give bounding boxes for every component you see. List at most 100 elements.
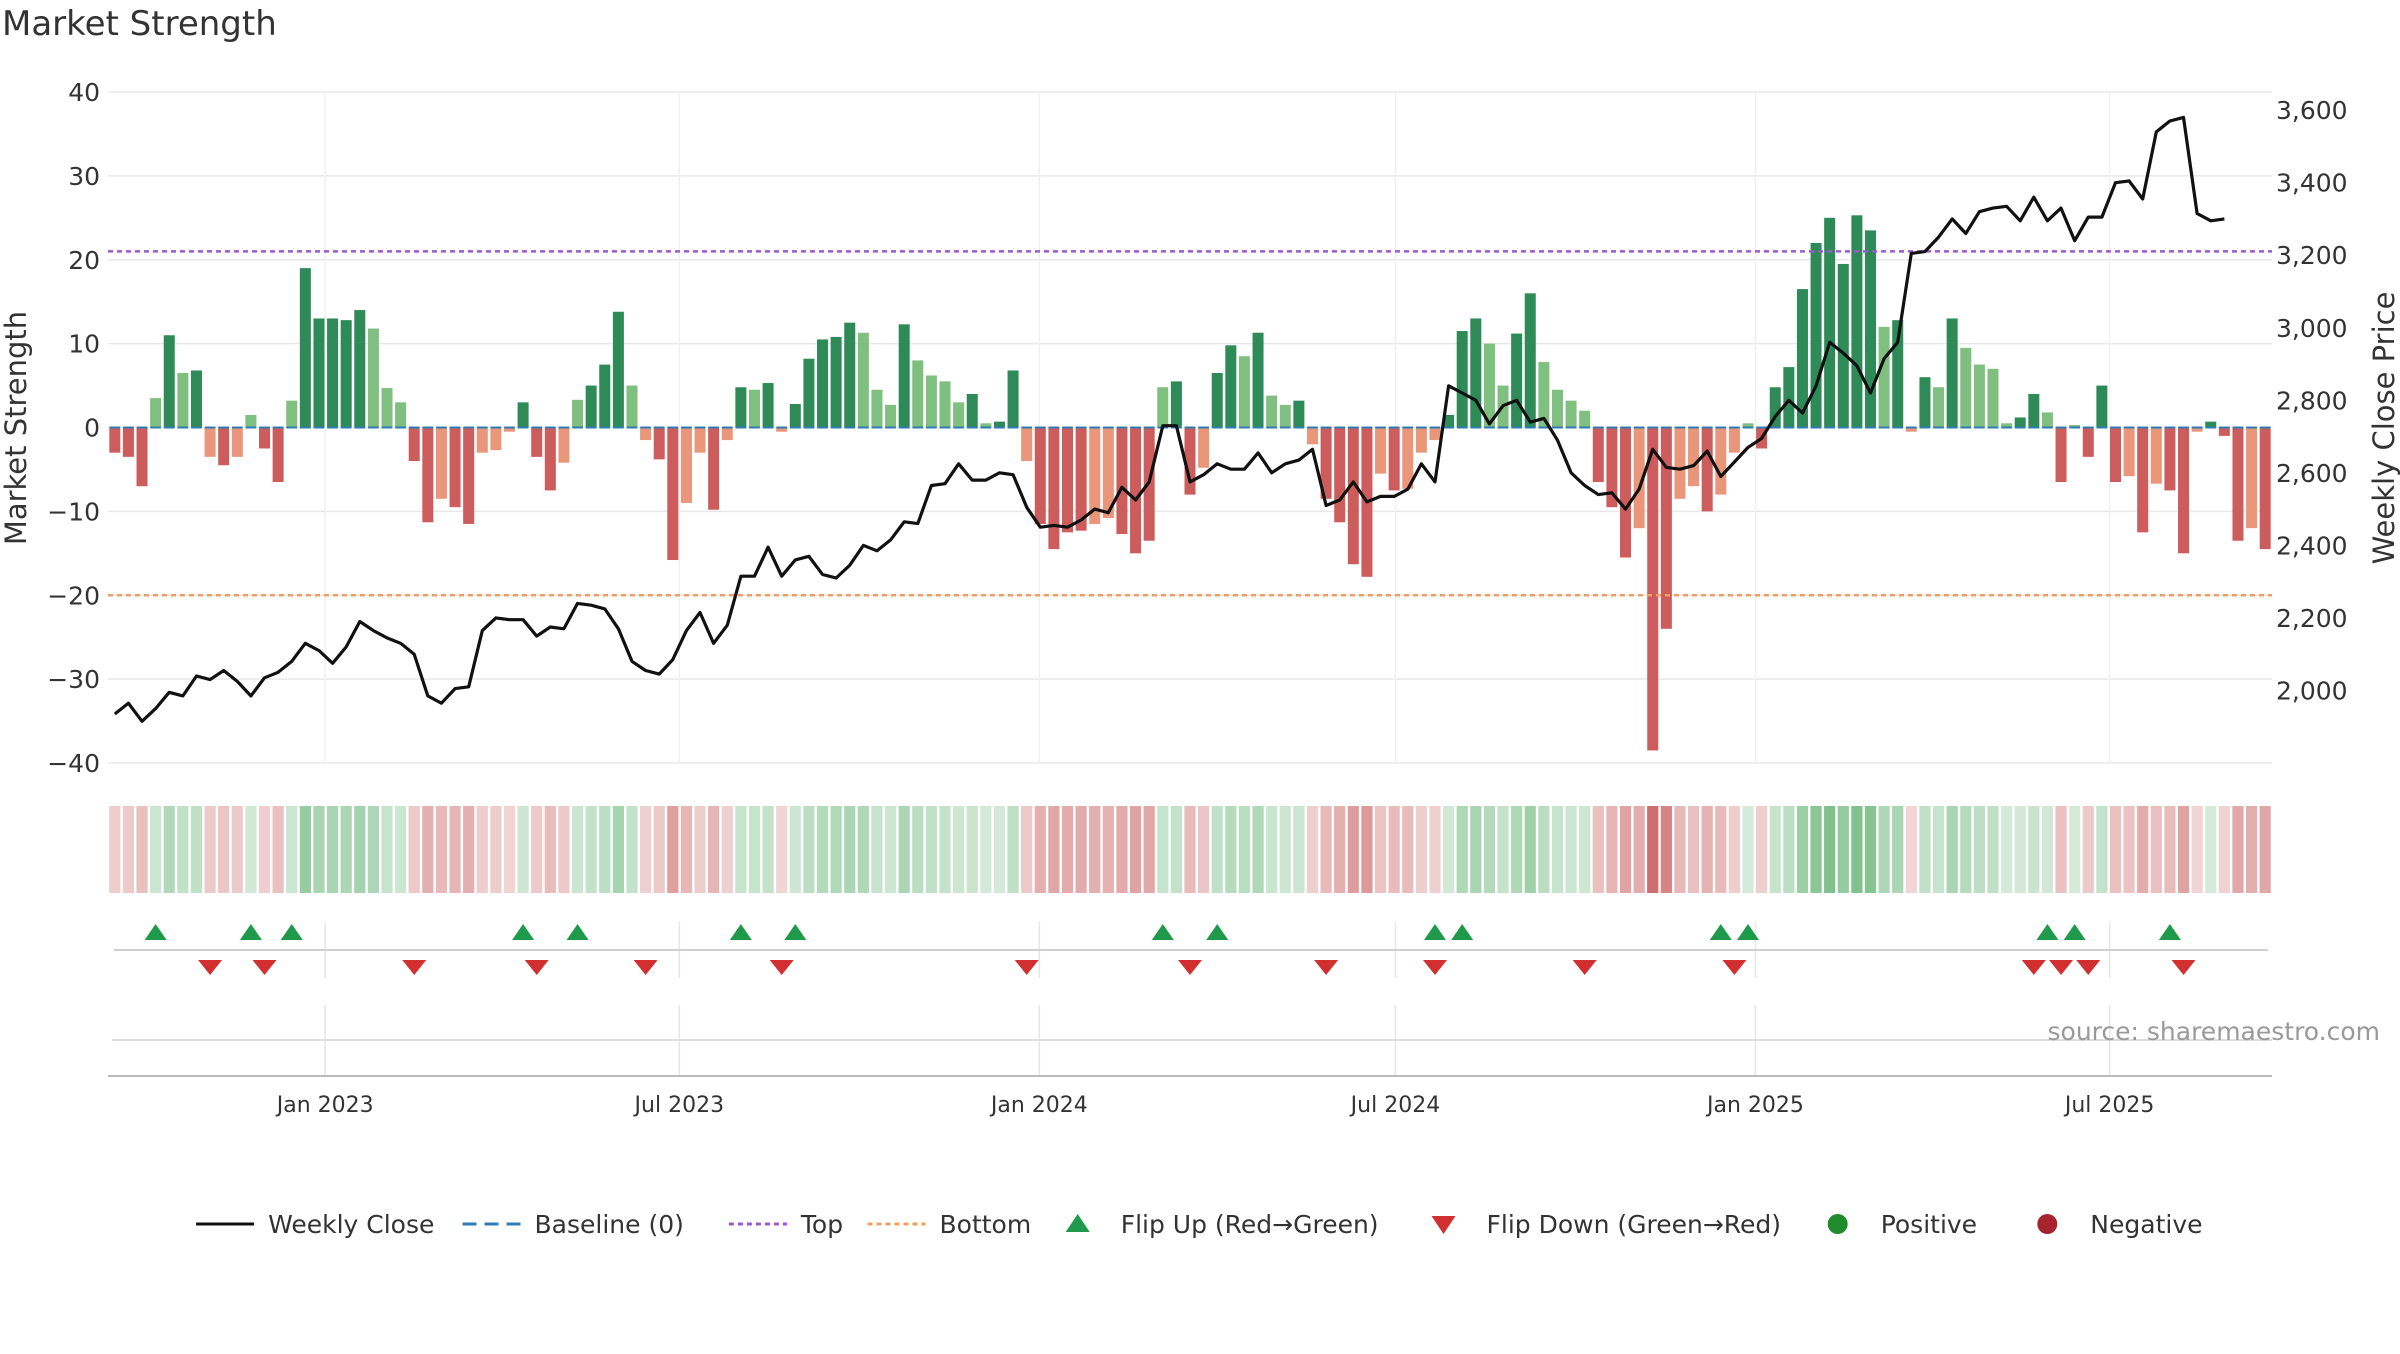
- heat-cell: [1442, 806, 1455, 893]
- strength-bar: [2096, 385, 2108, 428]
- flip-down-marker: [2076, 960, 2101, 975]
- heat-cell: [381, 806, 393, 893]
- y2-axis-title: Weekly Close Price: [2367, 292, 2400, 565]
- heat-cell: [1225, 806, 1237, 893]
- heat-cell: [639, 806, 652, 893]
- flip-up-marker: [566, 924, 589, 940]
- heat-cell: [1728, 806, 1741, 893]
- strength-bar: [980, 423, 992, 428]
- heat-cell: [340, 806, 352, 893]
- heat-cell: [367, 806, 380, 893]
- heat-cell: [490, 806, 502, 893]
- strength-bar: [1701, 427, 1713, 512]
- heat-cell: [1116, 806, 1128, 893]
- flip-down-marker: [1422, 960, 1447, 975]
- strength-bar: [1102, 427, 1114, 519]
- legend-label: Bottom: [940, 1210, 1032, 1239]
- strength-bar: [2259, 427, 2271, 550]
- flip-up-marker: [1423, 924, 1446, 940]
- strength-bar: [694, 427, 706, 453]
- flip-down-marker: [2021, 960, 2046, 975]
- strength-bar: [667, 427, 679, 561]
- strength-bar: [2082, 427, 2094, 457]
- strength-bar: [830, 336, 842, 428]
- heat-cell: [286, 806, 298, 893]
- heat-cell: [1388, 806, 1400, 893]
- heat-cell: [748, 806, 761, 893]
- strength-bar: [1429, 427, 1441, 441]
- heat-cell: [585, 806, 597, 893]
- strength-bar: [1851, 215, 1863, 428]
- heat-cell: [354, 806, 366, 893]
- legend-item: Negative: [2037, 1210, 2203, 1239]
- heat-cell: [1796, 806, 1809, 893]
- strength-bar: [1225, 345, 1237, 428]
- strength-bar: [2014, 417, 2026, 428]
- strength-bar: [544, 427, 556, 491]
- heat-cell: [1946, 806, 1958, 893]
- heat-cell: [1619, 806, 1632, 893]
- y2-tick-label: 2,600: [2276, 459, 2348, 488]
- strength-bar: [531, 427, 543, 457]
- strength-bar: [435, 427, 447, 499]
- strength-bar: [490, 427, 502, 451]
- heat-cell: [844, 806, 856, 893]
- strength-bar: [585, 385, 597, 428]
- heat-cell: [2137, 806, 2149, 893]
- strength-bar: [1742, 423, 1754, 428]
- strength-bar: [993, 421, 1005, 428]
- heat-cell: [1715, 806, 1727, 893]
- heat-cell: [599, 806, 611, 893]
- heat-cell: [2150, 806, 2162, 893]
- strength-bar: [653, 427, 665, 460]
- heat-cell: [2259, 806, 2271, 893]
- strength-bar: [408, 427, 420, 462]
- strength-bar: [599, 364, 611, 428]
- legend-item: Flip Down (Green→Red): [1431, 1210, 1781, 1239]
- flip-up-marker: [1206, 924, 1229, 940]
- flip-up-marker: [729, 924, 752, 940]
- legend-item: Flip Up (Red→Green): [1065, 1210, 1379, 1239]
- heat-cell: [2245, 806, 2258, 893]
- strength-bar: [367, 328, 379, 428]
- strength-bar: [1674, 427, 1686, 499]
- heat-cell: [2205, 806, 2217, 893]
- strength-bar: [966, 393, 978, 428]
- strength-bar: [1633, 427, 1645, 529]
- strength-bar: [2246, 427, 2258, 529]
- flip-down-marker: [402, 960, 427, 975]
- strength-bar: [1443, 414, 1455, 428]
- strength-bar: [395, 402, 407, 428]
- heat-cell: [1266, 806, 1278, 893]
- heat-cell: [1647, 806, 1659, 893]
- heat-cell: [1606, 806, 1618, 893]
- strength-bar: [1769, 387, 1781, 428]
- legend-label: Baseline (0): [535, 1210, 684, 1239]
- strength-bar: [1565, 400, 1577, 428]
- flip-up-marker: [2036, 924, 2059, 940]
- strength-bar: [857, 332, 869, 428]
- strength-bar: [1796, 289, 1808, 428]
- flip-down-marker: [524, 960, 549, 975]
- heat-cell: [1334, 806, 1346, 893]
- strength-bar: [680, 427, 692, 503]
- x-tick-label: Jul 2023: [633, 1093, 725, 1118]
- strength-bar: [1334, 427, 1346, 523]
- heat-cell: [1960, 806, 1972, 893]
- strength-bar: [558, 427, 570, 463]
- strength-bar: [640, 427, 652, 441]
- strength-bar: [1415, 427, 1427, 453]
- heat-cell: [1061, 806, 1074, 893]
- heat-cell: [503, 806, 516, 893]
- heat-cell: [735, 806, 747, 893]
- strength-bar: [1824, 217, 1836, 428]
- heat-cell: [980, 806, 992, 893]
- strength-bar: [1810, 242, 1822, 428]
- heat-cell: [2000, 806, 2013, 893]
- strength-bar: [381, 388, 393, 428]
- strength-bar: [1007, 370, 1019, 428]
- heat-cell: [871, 806, 883, 893]
- heat-cell: [395, 806, 407, 893]
- heat-cell: [231, 806, 243, 893]
- heat-cell: [476, 806, 488, 893]
